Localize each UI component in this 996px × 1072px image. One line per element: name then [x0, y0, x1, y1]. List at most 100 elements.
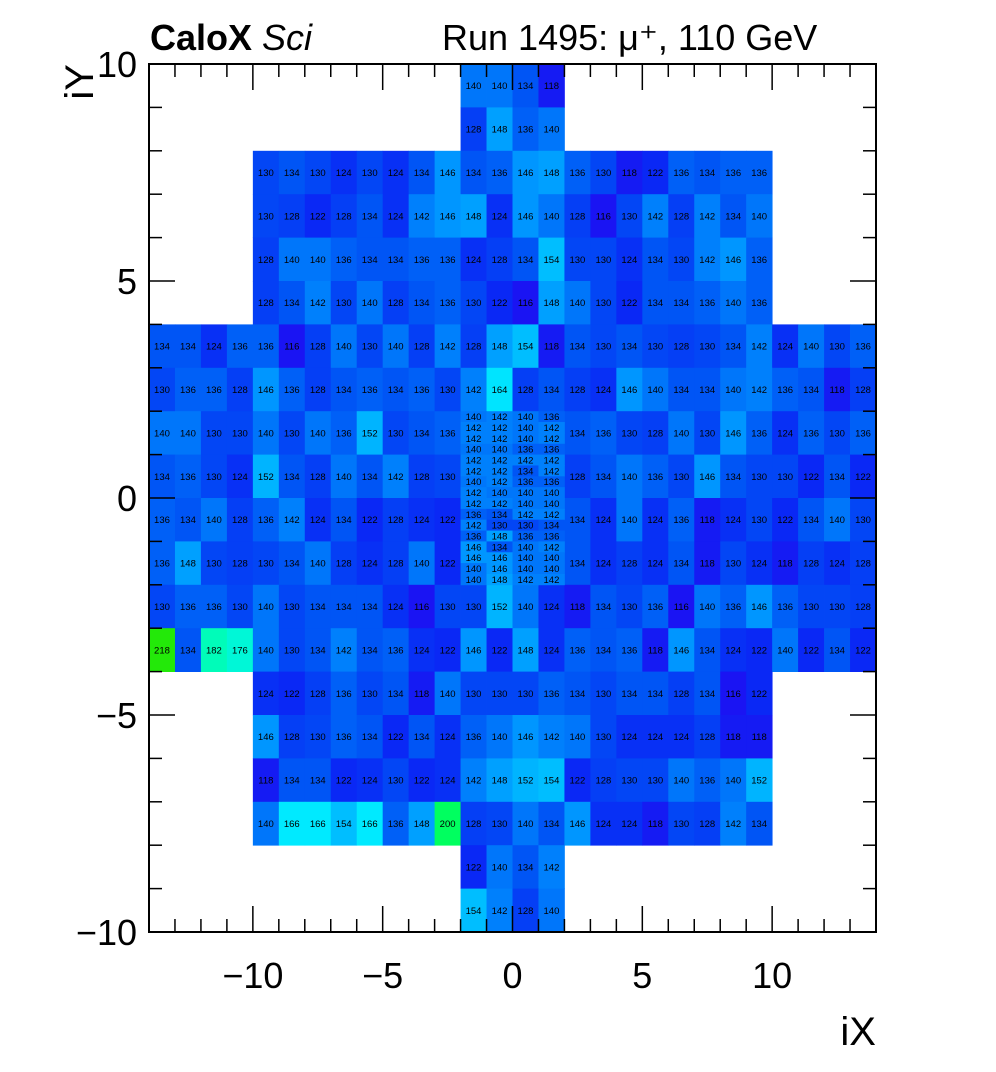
heatmap-fine-cell: [486, 563, 513, 575]
heatmap-cell: [642, 801, 669, 846]
heatmap-cell: [720, 150, 747, 195]
heatmap-fine-cell: [460, 563, 487, 575]
cell-value-label: 124: [310, 515, 326, 526]
cell-value-label: 146: [751, 602, 767, 613]
heatmap-cell: [486, 845, 513, 889]
heatmap-cell: [356, 801, 384, 846]
cell-value-label: 122: [855, 472, 871, 483]
cell-value-label: 130: [621, 776, 637, 787]
cell-value-label: 136: [751, 298, 767, 309]
heatmap-cell: [512, 671, 539, 716]
cell-value-label: 130: [284, 645, 300, 656]
heatmap-cell: [382, 801, 410, 846]
run-label: Run 1495: μ⁺, 110 GeV: [442, 17, 818, 58]
heatmap-cell: [668, 367, 695, 412]
cell-value-label: 130: [466, 298, 482, 309]
cell-value-label: 136: [777, 385, 793, 396]
heatmap-cell: [746, 411, 773, 455]
heatmap-cell: [304, 281, 332, 325]
cell-value-label: 124: [673, 732, 689, 743]
heatmap-cell: [278, 801, 306, 846]
heatmap-cell: [434, 628, 461, 672]
fine-cell-value-label: 142: [492, 412, 508, 423]
cell-value-label: 130: [595, 298, 611, 309]
cell-value-label: 134: [362, 732, 378, 743]
cell-value-label: 134: [284, 472, 300, 483]
cell-value-label: 134: [518, 255, 534, 266]
cell-value-label: 124: [388, 168, 404, 179]
heatmap-fine-cell: [538, 530, 565, 542]
heatmap-cell: [460, 367, 487, 412]
heatmap-cell: [538, 801, 565, 846]
heatmap-fine-cell: [486, 465, 513, 477]
fine-cell-value-label: 136: [544, 412, 560, 423]
heatmap-cell: [356, 454, 384, 499]
cell-value-label: 134: [569, 689, 585, 700]
cell-value-label: 146: [440, 211, 456, 222]
cell-value-label: 134: [180, 515, 196, 526]
brand-name: CaloX: [150, 17, 253, 58]
cell-value-label: 140: [336, 472, 352, 483]
heatmap-cell: [694, 758, 721, 803]
heatmap-cell: [746, 671, 773, 716]
heatmap-cell: [642, 715, 669, 759]
cell-value-label: 130: [829, 428, 845, 439]
heatmap-cell: [434, 541, 461, 586]
cell-value-label: 124: [829, 559, 845, 570]
fine-cell-value-label: 142: [466, 466, 482, 477]
cell-value-label: 140: [388, 342, 404, 353]
cell-value-label: 130: [595, 732, 611, 743]
cell-value-label: 116: [518, 298, 533, 309]
heatmap-cell: [668, 628, 695, 672]
y-tick-label: 5: [117, 261, 137, 302]
heatmap-cell: [252, 715, 280, 759]
heatmap-fine-cell: [512, 573, 539, 586]
heatmap-cell: [252, 628, 280, 672]
cell-value-label: 140: [336, 342, 352, 353]
heatmap-cell: [278, 584, 306, 629]
cell-value-label: 148: [492, 125, 508, 136]
heatmap-cell: [408, 281, 436, 325]
heatmap-cell: [278, 671, 306, 716]
cell-value-label: 134: [621, 689, 637, 700]
cell-value-label: 128: [621, 559, 637, 570]
cell-value-label: 130: [595, 689, 611, 700]
heatmap-cell: [408, 671, 436, 716]
cell-value-label: 134: [569, 515, 585, 526]
heatmap-cell: [278, 628, 306, 672]
heatmap-fine-cell: [460, 454, 487, 466]
cell-value-label: 140: [492, 732, 508, 743]
cell-value-label: 136: [699, 298, 715, 309]
cell-value-label: 154: [336, 819, 352, 830]
heatmap-cell: [278, 715, 306, 759]
heatmap-cell: [720, 367, 747, 412]
cell-value-label: 118: [544, 342, 559, 353]
cell-value-label: 122: [284, 689, 300, 700]
heatmap-cell: [408, 628, 436, 672]
cell-value-label: 134: [595, 602, 611, 613]
heatmap-cell: [200, 541, 228, 586]
heatmap-cell: [356, 584, 384, 629]
heatmap-cell: [850, 454, 877, 499]
heatmap-cell: [694, 628, 721, 672]
cell-value-label: 136: [154, 515, 170, 526]
cell-value-label: 134: [569, 342, 585, 353]
cell-value-label: 154: [544, 776, 560, 787]
heatmap-cell: [486, 715, 513, 759]
heatmap-cell: [642, 628, 669, 672]
cell-value-label: 152: [518, 776, 534, 787]
cell-value-label: 134: [414, 298, 430, 309]
cell-value-label: 136: [362, 385, 378, 396]
cell-value-label: 116: [726, 689, 741, 700]
heatmap-cell: [694, 584, 721, 629]
heatmap-cell: [304, 671, 332, 716]
cell-value-label: 136: [232, 342, 248, 353]
heatmap-fine-cell: [486, 476, 513, 488]
heatmap-cell: [149, 454, 176, 499]
heatmap-cell: [642, 237, 669, 282]
cell-value-label: 116: [674, 602, 689, 613]
cell-value-label: 140: [621, 472, 637, 483]
x-tick-labels: −10 −5 0 5 10: [222, 955, 792, 996]
cell-value-label: 142: [751, 342, 767, 353]
fine-cell-value-label: 146: [466, 542, 482, 553]
